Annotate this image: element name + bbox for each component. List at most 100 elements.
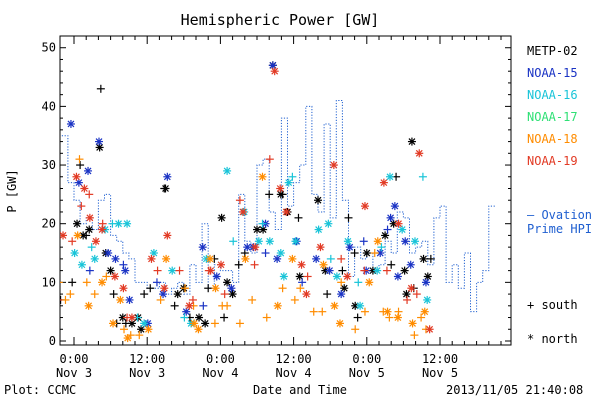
x-tick-time: 0:00 [60,352,89,366]
south-point [318,307,327,316]
north-point [316,243,325,252]
south-point [418,172,427,181]
north-point [324,219,333,228]
south-point [309,307,318,316]
north-point [84,301,93,310]
south-point [326,254,335,263]
north-point [85,213,94,222]
x-tick-time: 0:00 [352,352,381,366]
south-point [82,278,91,287]
south-point [152,278,161,287]
north-point [284,178,293,187]
north-point [337,290,346,299]
south-point [87,243,96,252]
south-point [351,325,360,334]
south-point [234,260,243,269]
north-point [201,319,210,328]
north-point [383,307,392,316]
south-point [382,266,391,275]
north-point [106,266,115,275]
north-point [95,137,104,146]
y-axis-label: P [GW] [5,169,19,212]
south-point [278,284,287,293]
north-point [161,184,170,193]
north-point [90,254,99,263]
south-point [170,301,179,310]
south-point [337,278,346,287]
north-point [393,313,402,322]
south-point [296,284,305,293]
south-point [385,313,394,322]
south-point [96,84,105,93]
north-point [394,219,403,228]
south-point [76,161,85,170]
south-point [370,249,379,258]
north-point [420,307,429,316]
south-point [181,284,190,293]
y-axis-ticks: 0 10 20 30 40 50 [42,41,511,348]
north-point [356,301,365,310]
north-point [390,202,399,211]
north-point [98,278,107,287]
north-point [408,319,417,328]
south-point [303,272,312,281]
south-point [290,295,299,304]
south-point [75,155,84,164]
north-point [198,243,207,252]
south-point [66,290,75,299]
north-point [223,278,232,287]
marker-legend-entry: + south [527,298,578,312]
north-point [345,243,354,252]
north-point [340,284,349,293]
north-point [168,266,177,275]
north-point [273,254,282,263]
legend-entry: NOAA-18 [527,132,578,146]
x-axis-label: Date and Time [253,383,347,397]
north-point [425,325,434,334]
ovation-legend-line2: Prime HPI [527,222,592,236]
north-point [381,231,390,240]
south-point [120,325,129,334]
south-point [146,284,155,293]
south-point [102,272,111,281]
north-point [265,237,274,246]
south-point [344,213,353,222]
legend-entry: METP-02 [527,44,578,58]
north-point [419,254,428,263]
x-tick-time: 12:00 [422,352,458,366]
south-point [61,295,70,304]
north-point [401,237,410,246]
north-point [119,284,128,293]
north-point [343,237,352,246]
x-tick-date: Nov 5 [349,366,385,380]
north-point [104,249,113,258]
south-point [153,266,162,275]
north-point [319,260,328,269]
south-point [360,307,369,316]
south-point [235,319,244,328]
x-tick-time: 12:00 [276,352,312,366]
south-point [119,260,128,269]
x-tick-time: 12:00 [129,352,165,366]
north-point [312,254,321,263]
south-point [135,331,144,340]
north-point [123,219,132,228]
south-point [235,196,244,205]
x-tick-date: Nov 4 [276,366,312,380]
ovation-legend-line1: — Ovation [527,208,592,222]
plot-frame [59,35,512,346]
south-point [175,266,184,275]
south-point [412,290,421,299]
north-point [406,260,415,269]
north-point [385,172,394,181]
x-tick-date: Nov 4 [202,366,238,380]
north-point [407,284,416,293]
south-point [323,290,332,299]
south-point [210,319,219,328]
y-tick-label: 50 [42,41,56,55]
north-point [212,272,221,281]
y-tick-label: 40 [42,99,56,113]
north-point [160,284,169,293]
